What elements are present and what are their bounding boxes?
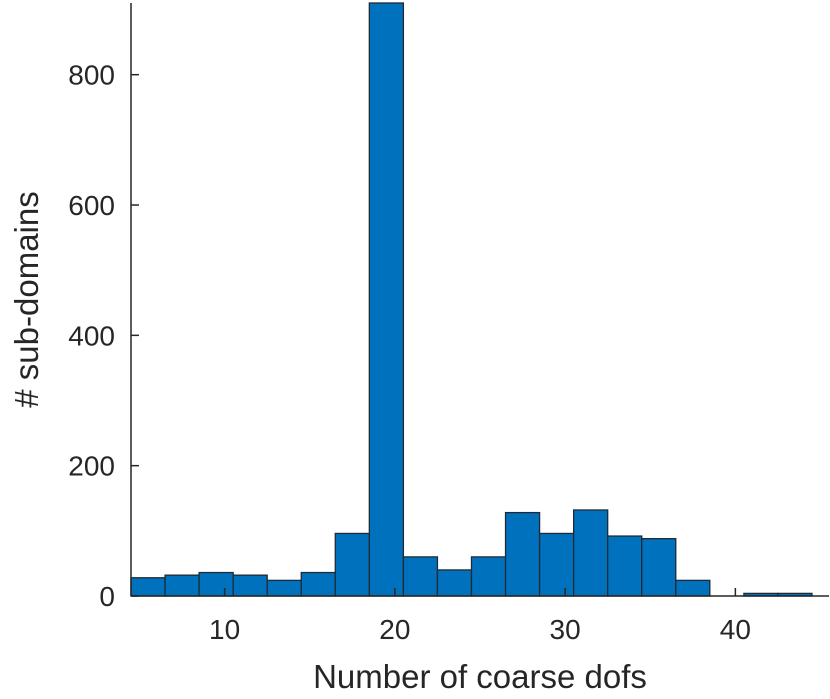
histogram-bar — [368, 2, 405, 597]
histogram-bar — [675, 579, 711, 597]
axes-layer — [130, 3, 829, 597]
histogram-bar — [402, 556, 439, 597]
histogram-bar — [266, 579, 302, 597]
histogram-bar — [334, 532, 370, 597]
histogram-bar — [470, 556, 507, 597]
y-tick-label: 600 — [68, 190, 115, 221]
histogram-bar — [436, 569, 473, 597]
histogram-bar — [641, 538, 677, 597]
bars-layer — [130, 2, 813, 597]
histogram-bar — [164, 574, 200, 597]
x-axis-title: Number of coarse dofs — [313, 658, 647, 695]
histogram-bar — [538, 532, 575, 597]
histogram-bar — [130, 577, 166, 597]
histogram-bar — [607, 535, 643, 597]
y-tick-label: 200 — [68, 451, 115, 482]
histogram-bar — [504, 511, 541, 597]
histogram-bar — [300, 571, 336, 597]
x-tick-label: 20 — [379, 614, 410, 645]
histogram-bar — [572, 509, 609, 597]
y-tick-label: 400 — [68, 320, 115, 351]
x-tick-label: 40 — [720, 614, 751, 645]
x-tick-label: 10 — [209, 614, 240, 645]
x-ticks: 10 20 30 40 — [209, 588, 751, 645]
y-tick-label: 800 — [68, 60, 115, 91]
y-axis-title: # sub-domains — [8, 191, 45, 407]
x-tick-label: 30 — [550, 614, 581, 645]
histogram-bar — [232, 574, 268, 597]
y-tick-label: 0 — [99, 581, 115, 612]
y-ticks: 0 200 400 600 800 — [68, 60, 139, 612]
histogram-bar — [198, 571, 234, 597]
